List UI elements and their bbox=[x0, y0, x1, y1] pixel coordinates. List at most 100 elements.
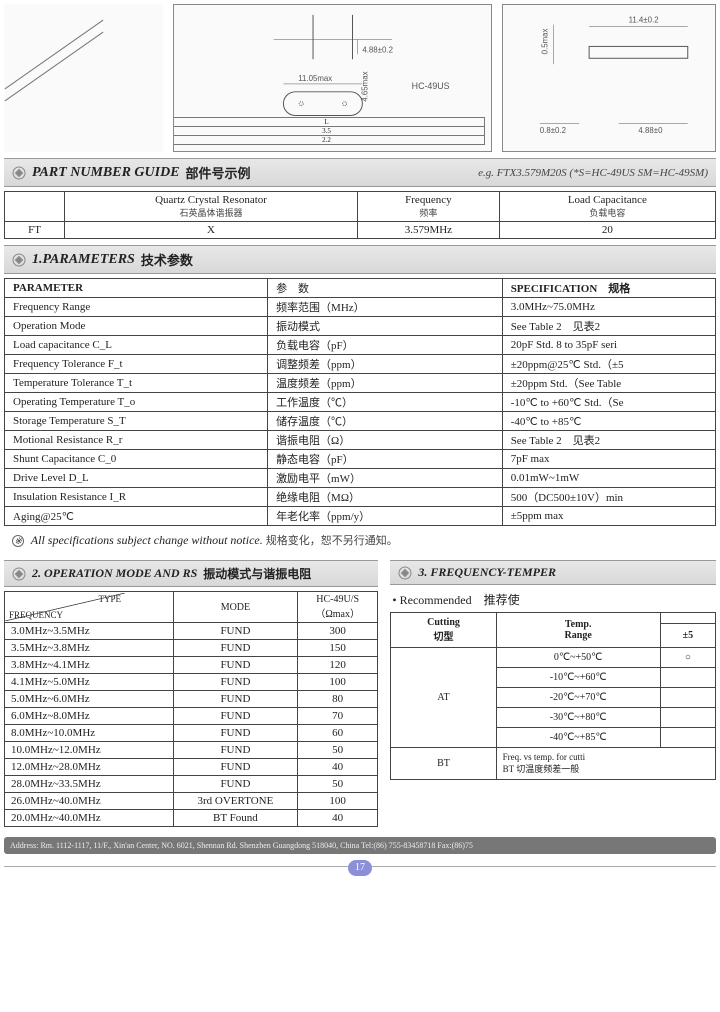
diagram-right: 11.4±0.2 0.5max 0.8±0.2 4.88±0 bbox=[502, 4, 716, 152]
param-cell: -10℃ to +60℃ Std.（Se bbox=[502, 393, 715, 412]
bt-note: Freq. vs temp. for cutti BT 切温度频差一般 bbox=[496, 748, 715, 780]
param-cell: Frequency Range bbox=[5, 298, 268, 317]
op-cell: FUND bbox=[173, 640, 297, 657]
ft-val-cell bbox=[660, 728, 715, 748]
param-cell: 负载电容（pF） bbox=[268, 336, 503, 355]
op-cell: 3rd OVERTONE bbox=[173, 793, 297, 810]
dim-label: 0.8±0.2 bbox=[540, 126, 566, 135]
param-cell: Operating Temperature T_o bbox=[5, 393, 268, 412]
param-cell: Drive Level D_L bbox=[5, 469, 268, 488]
page-number-wrap: 17 bbox=[4, 856, 716, 876]
dim-label: 4.65max bbox=[360, 71, 369, 101]
col-rs: HC-49U/S （Ωmax） bbox=[297, 592, 378, 623]
op-cell: 80 bbox=[297, 691, 378, 708]
freq-temp-table: Cutting 切型 Temp. Range ±5 AT0℃~+50℃○-10℃… bbox=[390, 612, 716, 780]
param-cell: 500（DC500±10V）min bbox=[502, 488, 715, 507]
recommended-label: • Recommended 推荐使 bbox=[392, 591, 716, 608]
ft-val-cell bbox=[660, 708, 715, 728]
op-cell: 5.0MHz~6.0MHz bbox=[5, 691, 174, 708]
col-en: Load Capacitance bbox=[568, 194, 647, 206]
op-cell: 28.0MHz~33.5MHz bbox=[5, 776, 174, 793]
param-cell: ±20ppm Std.（See Table bbox=[502, 374, 715, 393]
pn-cell: 3.579MHz bbox=[358, 222, 500, 239]
op-cell: 26.0MHz~40.0MHz bbox=[5, 793, 174, 810]
op-cell: 60 bbox=[297, 725, 378, 742]
cutting-at: AT bbox=[391, 648, 496, 748]
col-cn: 频率 bbox=[419, 208, 437, 218]
op-cell: 12.0MHz~28.0MHz bbox=[5, 759, 174, 776]
param-head: SPECIFICATION 规格 bbox=[502, 279, 715, 298]
dim-label: 11.4±0.2 bbox=[629, 16, 659, 25]
op-cell: 3.0MHz~3.5MHz bbox=[5, 623, 174, 640]
op-cell: FUND bbox=[173, 674, 297, 691]
ft-temp-cell: -20℃~+70℃ bbox=[496, 688, 660, 708]
op-cell: 20.0MHz~40.0MHz bbox=[5, 810, 174, 827]
section-title-cn: 技术参数 bbox=[141, 250, 193, 269]
param-cell: -40℃ to +85℃ bbox=[502, 412, 715, 431]
op-cell: 70 bbox=[297, 708, 378, 725]
param-cell: 静态电容（pF） bbox=[268, 450, 503, 469]
param-cell: ±20ppm@25℃ Std.（±5 bbox=[502, 355, 715, 374]
param-cell: 0.01mW~1mW bbox=[502, 469, 715, 488]
op-cell: 100 bbox=[297, 674, 378, 691]
pn-cell: FT bbox=[5, 222, 65, 239]
diag-header-cell: TYPE FREQUENCY bbox=[5, 593, 125, 621]
op-cell: FUND bbox=[173, 742, 297, 759]
footer-address: Address: Rm. 1112-1117, 11/F., Xin'an Ce… bbox=[4, 837, 716, 854]
ft-head: Temp. Range bbox=[496, 613, 660, 648]
col-cn: 负载电容 bbox=[589, 208, 625, 218]
op-cell: FUND bbox=[173, 708, 297, 725]
ft-val-cell bbox=[660, 668, 715, 688]
op-cell: FUND bbox=[173, 657, 297, 674]
dim-label: 11.05max bbox=[298, 74, 332, 83]
ft-head: Cutting 切型 bbox=[391, 613, 496, 648]
notice-en: All specifications subject change withou… bbox=[31, 533, 263, 547]
param-head: PARAMETER bbox=[5, 279, 268, 298]
param-cell: See Table 2 见表2 bbox=[502, 317, 715, 336]
param-cell: 年老化率（ppm/y） bbox=[268, 507, 503, 526]
ft-val-cell: ○ bbox=[660, 648, 715, 668]
op-cell: FUND bbox=[173, 725, 297, 742]
param-cell: Frequency Tolerance F_t bbox=[5, 355, 268, 374]
col-mode: MODE bbox=[173, 592, 297, 623]
dim-label: 4.88±0.2 bbox=[362, 45, 393, 54]
section-title: PART NUMBER GUIDE bbox=[32, 165, 180, 181]
op-cell: 150 bbox=[297, 640, 378, 657]
op-cell: 8.0MHz~10.0MHz bbox=[5, 725, 174, 742]
param-cell: Load capacitance C_L bbox=[5, 336, 268, 355]
diagram-area: 4.88±0.2 11.05max 4.65max HC-49US L 3.5 … bbox=[4, 4, 716, 152]
diamond-icon bbox=[12, 166, 26, 180]
diamond-icon bbox=[12, 567, 26, 581]
section-title-cn: 部件号示例 bbox=[186, 163, 251, 182]
op-cell: FUND bbox=[173, 776, 297, 793]
package-label: HC-49US bbox=[411, 81, 449, 91]
section-bar-pn-guide: PART NUMBER GUIDE 部件号示例 e.g. FTX3.579M20… bbox=[4, 158, 716, 187]
op-cell: 300 bbox=[297, 623, 378, 640]
op-cell: 100 bbox=[297, 793, 378, 810]
op-cell: FUND bbox=[173, 623, 297, 640]
page-number: 17 bbox=[348, 860, 372, 876]
op-cell: FUND bbox=[173, 759, 297, 776]
diagram-mid: 4.88±0.2 11.05max 4.65max HC-49US L 3.5 … bbox=[173, 4, 493, 152]
op-mode-table: TYPE FREQUENCY MODE HC-49U/S （Ωmax） 3.0M… bbox=[4, 591, 378, 827]
diagram-left bbox=[4, 4, 163, 152]
ft-temp-cell: -30℃~+80℃ bbox=[496, 708, 660, 728]
ft-temp-cell: -10℃~+60℃ bbox=[496, 668, 660, 688]
section-bar-parameters: 1.PARAMETERS 技术参数 bbox=[4, 245, 716, 274]
pn-cell: 20 bbox=[499, 222, 715, 239]
dim-label: 4.88±0 bbox=[639, 126, 664, 135]
param-cell: Motional Resistance R_r bbox=[5, 431, 268, 450]
param-cell: 频率范围（MHz） bbox=[268, 298, 503, 317]
pn-guide-table: Quartz Crystal Resonator石英晶体谐振器 Frequenc… bbox=[4, 191, 716, 239]
param-cell: 绝缘电阻（MΩ） bbox=[268, 488, 503, 507]
op-cell: 40 bbox=[297, 759, 378, 776]
param-cell: Aging@25℃ bbox=[5, 507, 268, 526]
param-cell: 调整频差（ppm） bbox=[268, 355, 503, 374]
op-cell: 10.0MHz~12.0MHz bbox=[5, 742, 174, 759]
asterisk-icon: ※ bbox=[12, 535, 24, 547]
param-cell: 20pF Std. 8 to 35pF seri bbox=[502, 336, 715, 355]
diamond-icon bbox=[398, 566, 412, 580]
op-cell: FUND bbox=[173, 691, 297, 708]
param-cell: Operation Mode bbox=[5, 317, 268, 336]
param-cell: 温度频差（ppm） bbox=[268, 374, 503, 393]
